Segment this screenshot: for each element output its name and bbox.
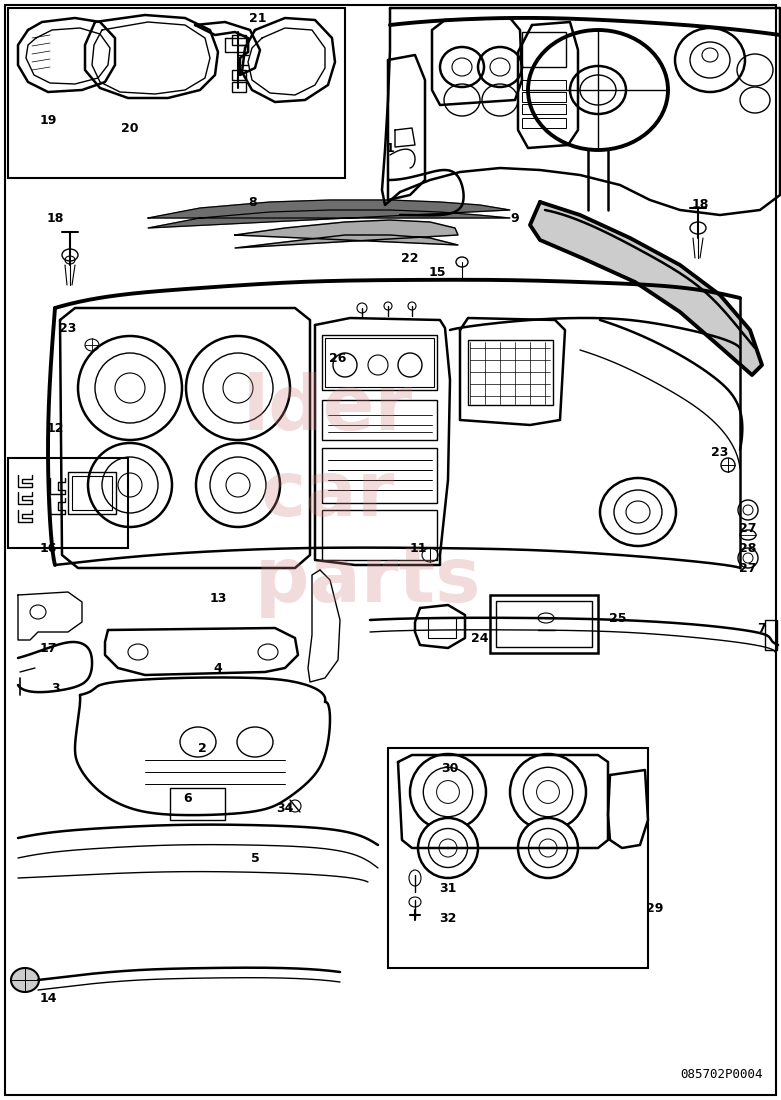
Text: 13: 13 (209, 592, 226, 605)
Ellipse shape (11, 968, 39, 992)
Text: 4: 4 (214, 661, 223, 674)
Text: 23: 23 (711, 446, 729, 459)
Bar (468, 340, 553, 405)
Ellipse shape (510, 754, 586, 830)
Text: 11: 11 (409, 541, 426, 554)
Polygon shape (148, 200, 510, 228)
Text: 21: 21 (249, 11, 267, 24)
Bar (322, 448, 437, 503)
Text: 28: 28 (740, 541, 757, 554)
Text: 27: 27 (740, 521, 757, 535)
Bar (765, 620, 777, 650)
Ellipse shape (78, 336, 182, 440)
Text: 6: 6 (184, 792, 192, 804)
Text: 16: 16 (39, 541, 57, 554)
Text: 085702P0004: 085702P0004 (680, 1068, 763, 1081)
Text: 12: 12 (46, 421, 64, 434)
Bar (496, 601, 592, 647)
Bar (322, 400, 437, 440)
Bar (428, 618, 456, 638)
Bar (8, 8, 345, 178)
Ellipse shape (88, 443, 172, 527)
Ellipse shape (186, 336, 290, 440)
Text: 15: 15 (428, 265, 446, 278)
Bar (72, 476, 112, 510)
Text: 20: 20 (121, 121, 139, 134)
Text: 7: 7 (758, 621, 766, 635)
Text: 31: 31 (439, 881, 457, 894)
Text: 3: 3 (51, 682, 59, 694)
Bar (522, 32, 566, 67)
Text: 14: 14 (39, 991, 57, 1004)
Bar (388, 748, 648, 968)
Text: 29: 29 (647, 902, 664, 914)
Bar (522, 104, 566, 114)
Text: 1: 1 (386, 142, 394, 154)
Bar (232, 35, 246, 45)
Text: 18: 18 (691, 198, 708, 211)
Text: 27: 27 (740, 561, 757, 574)
Text: 8: 8 (248, 196, 257, 209)
Bar (322, 510, 437, 560)
Ellipse shape (196, 443, 280, 527)
Text: lder
car
   parts: lder car parts (175, 373, 481, 617)
Text: 22: 22 (401, 252, 419, 264)
Polygon shape (530, 202, 762, 375)
Text: 19: 19 (39, 113, 57, 127)
Bar (170, 788, 225, 820)
Ellipse shape (418, 818, 478, 878)
Ellipse shape (237, 727, 273, 757)
Bar (325, 338, 434, 387)
Ellipse shape (600, 478, 676, 546)
Text: 26: 26 (330, 352, 347, 364)
Bar (68, 472, 116, 514)
Text: 34: 34 (276, 802, 294, 814)
Text: 18: 18 (46, 211, 64, 224)
Text: 17: 17 (39, 641, 57, 654)
Text: 24: 24 (471, 631, 489, 645)
Bar (232, 70, 246, 80)
Text: 32: 32 (439, 912, 457, 924)
Ellipse shape (410, 754, 486, 830)
Ellipse shape (180, 727, 216, 757)
Bar (490, 595, 598, 653)
Bar (522, 80, 566, 90)
Text: 9: 9 (511, 211, 519, 224)
Text: 23: 23 (59, 321, 77, 334)
Bar (522, 118, 566, 128)
Bar (8, 458, 128, 548)
Bar (322, 336, 437, 390)
Ellipse shape (518, 818, 578, 878)
Bar (232, 82, 246, 92)
Bar (522, 92, 566, 102)
Text: 2: 2 (198, 741, 206, 755)
Text: 30: 30 (441, 761, 458, 774)
Text: 25: 25 (609, 612, 626, 625)
Polygon shape (235, 220, 458, 248)
Text: 5: 5 (251, 851, 259, 865)
